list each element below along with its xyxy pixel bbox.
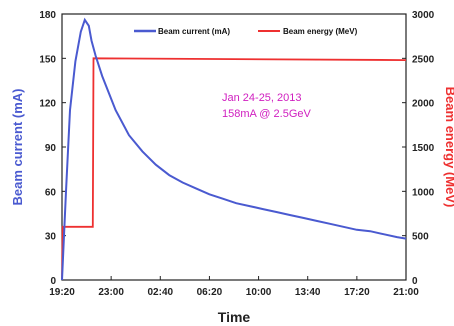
x-tick-label: 06:20 — [197, 287, 223, 298]
x-tick-label: 23:00 — [98, 287, 124, 298]
left-tick-label: 0 — [50, 276, 56, 287]
left-tick-label: 90 — [45, 143, 57, 154]
x-tick-label: 19:20 — [49, 287, 75, 298]
x-tick-label: 13:40 — [295, 287, 321, 298]
x-tick-label: 10:00 — [246, 287, 272, 298]
left-tick-label: 180 — [39, 10, 56, 21]
right-tick-label: 500 — [412, 232, 429, 243]
plot-area — [61, 13, 407, 281]
legend-label-beam-energy: Beam energy (MeV) — [283, 27, 358, 36]
right-tick-label: 2500 — [412, 54, 435, 65]
right-tick-label: 3000 — [412, 10, 435, 21]
x-axis-title: Time — [218, 309, 251, 325]
right-tick-label: 1500 — [412, 143, 435, 154]
series-line-beam-current — [61, 17, 407, 281]
left-tick-label: 60 — [45, 187, 57, 198]
right-tick-label: 0 — [412, 276, 418, 287]
legend-label-beam-current: Beam current (mA) — [158, 27, 230, 36]
legend: Beam current (mA) Beam energy (MeV) — [134, 27, 358, 36]
y-axis-title-right: Beam energy (MeV) — [443, 87, 454, 208]
x-axis: 19:20 23:00 02:40 06:20 10:00 13:40 17:20 21:00 — [49, 276, 419, 298]
left-tick-label: 120 — [39, 99, 56, 110]
x-tick-label: 21:00 — [393, 287, 419, 298]
annotation-date: Jan 24-25, 2013 — [222, 92, 302, 104]
left-tick-label: 150 — [39, 54, 56, 65]
left-tick-label: 30 — [45, 232, 57, 243]
right-tick-label: 2000 — [412, 99, 435, 110]
annotation-beam-spec: 158mA @ 2.5GeV — [222, 108, 311, 120]
left-axis: 0 30 60 90 120 150 180 — [39, 10, 66, 287]
series-line-beam-energy — [61, 57, 407, 281]
x-tick-label: 02:40 — [147, 287, 173, 298]
right-axis: 0 500 1000 1500 2000 2500 3000 — [402, 10, 435, 287]
y-axis-title-left: Beam current (mA) — [10, 88, 25, 205]
x-tick-label: 17:20 — [344, 287, 370, 298]
right-tick-label: 1000 — [412, 187, 435, 198]
